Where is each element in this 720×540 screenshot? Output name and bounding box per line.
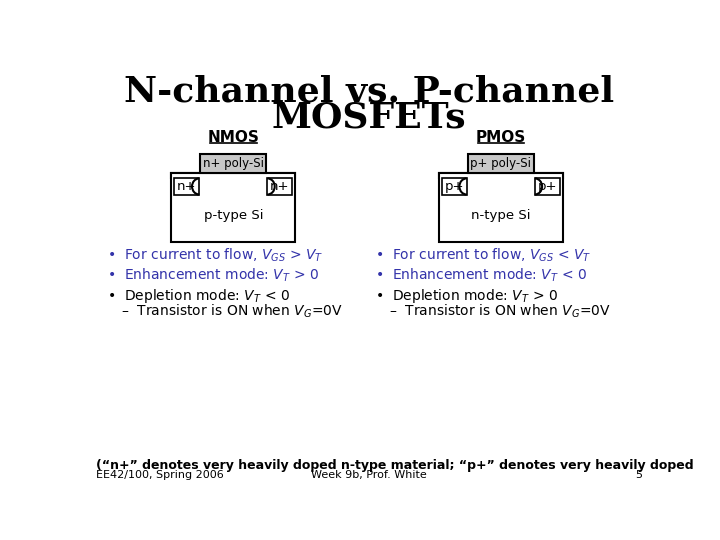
Text: •  Enhancement mode: $V_T$ > 0: • Enhancement mode: $V_T$ > 0	[107, 266, 319, 284]
Text: NMOS: NMOS	[207, 131, 259, 145]
Bar	[200, 154, 266, 173]
Bar	[468, 154, 534, 173]
Bar	[535, 178, 559, 195]
Text: (“n+” denotes very heavily doped n-type material; “p+” denotes very heavily dope: (“n+” denotes very heavily doped n-type …	[96, 458, 694, 472]
Text: p+: p+	[444, 180, 464, 193]
Text: PMOS: PMOS	[476, 131, 526, 145]
Text: p-type Si: p-type Si	[204, 209, 263, 222]
Text: MOSFETs: MOSFETs	[271, 100, 467, 134]
Text: –  Transistor is ON when $V_G$=0V: – Transistor is ON when $V_G$=0V	[389, 302, 611, 320]
Text: •  Depletion mode: $V_T$ < 0: • Depletion mode: $V_T$ < 0	[107, 287, 290, 305]
Text: Week 9b, Prof. White: Week 9b, Prof. White	[311, 470, 427, 480]
Text: n+ poly-Si: n+ poly-Si	[203, 157, 264, 170]
Text: n+: n+	[270, 180, 289, 193]
Text: •  Depletion mode: $V_T$ > 0: • Depletion mode: $V_T$ > 0	[375, 287, 558, 305]
Text: •  For current to flow, $V_{GS}$ < $V_T$: • For current to flow, $V_{GS}$ < $V_T$	[375, 246, 592, 264]
Bar	[171, 173, 295, 178]
Text: p+: p+	[538, 180, 557, 193]
Bar	[174, 178, 199, 195]
Bar	[438, 173, 563, 178]
Bar	[438, 173, 563, 242]
Bar	[442, 178, 467, 195]
Text: 5: 5	[635, 470, 642, 480]
Text: •  For current to flow, $V_{GS}$ > $V_T$: • For current to flow, $V_{GS}$ > $V_T$	[107, 246, 323, 264]
Text: N-channel vs. P-channel: N-channel vs. P-channel	[124, 75, 614, 109]
Bar	[267, 178, 292, 195]
Text: EE42/100, Spring 2006: EE42/100, Spring 2006	[96, 470, 224, 480]
Text: n+: n+	[177, 180, 197, 193]
Bar	[171, 173, 295, 242]
Text: •  Enhancement mode: $V_T$ < 0: • Enhancement mode: $V_T$ < 0	[375, 266, 588, 284]
Text: n-type Si: n-type Si	[471, 209, 531, 222]
Text: p+ poly-Si: p+ poly-Si	[470, 157, 531, 170]
Text: –  Transistor is ON when $V_G$=0V: – Transistor is ON when $V_G$=0V	[121, 302, 343, 320]
